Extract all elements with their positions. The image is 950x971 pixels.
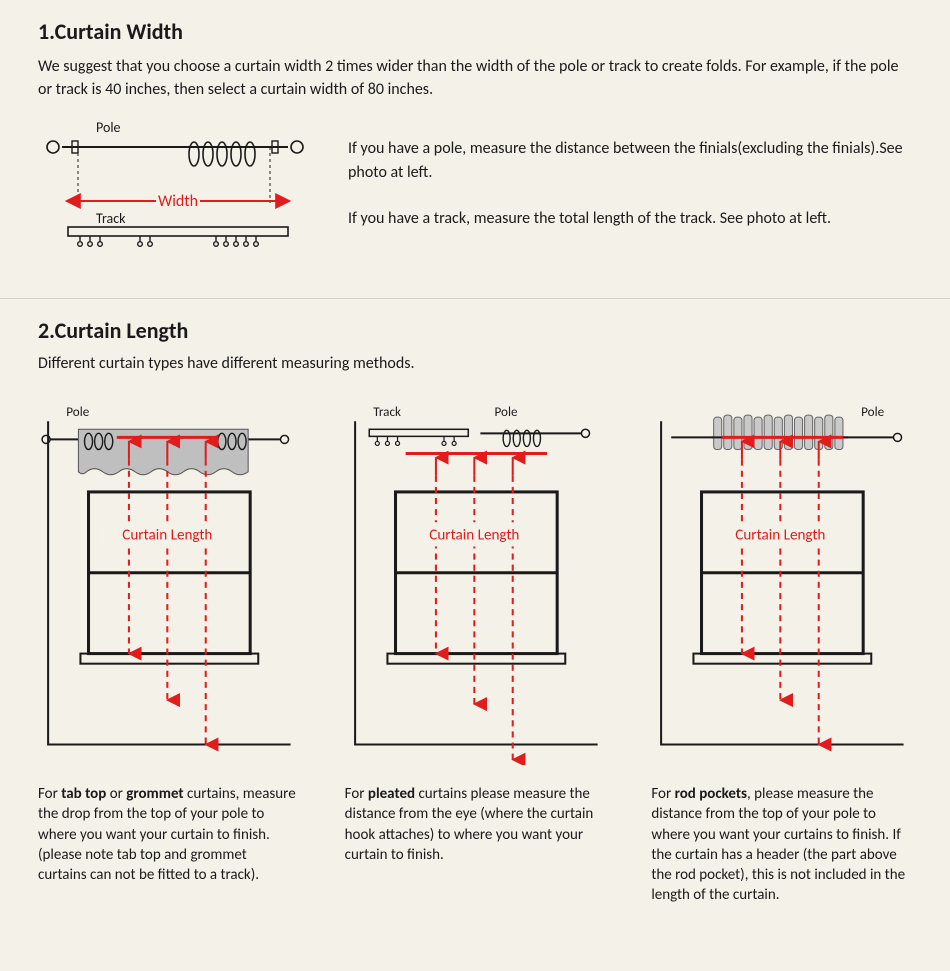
width-para-1: If you have a pole, measure the distance… — [348, 137, 912, 185]
pole-label-c1: Pole — [66, 404, 89, 421]
length-col-2: Track Pole — [345, 401, 606, 905]
length-svg-3: Pole — [651, 401, 912, 765]
pole-label-c3: Pole — [861, 404, 884, 421]
heading-width: 1.Curtain Width — [38, 18, 912, 45]
length-row: Pole — [38, 401, 912, 905]
caption-1: For tab top or grommet curtains, measure… — [38, 784, 299, 885]
caption-3: For rod pockets, please measure the dist… — [651, 784, 912, 906]
section-curtain-length: 2.Curtain Length Different curtain types… — [0, 299, 950, 929]
width-diagram: Pole — [38, 119, 308, 274]
width-row: Pole — [38, 119, 912, 274]
length-svg-1: Pole — [38, 401, 299, 765]
track-label-c2: Track — [373, 404, 401, 421]
length-col-3: Pole — [651, 401, 912, 905]
track-label: Track — [96, 210, 126, 227]
pole-track-svg: Pole — [38, 119, 308, 269]
section-curtain-width: 1.Curtain Width We suggest that you choo… — [0, 0, 950, 299]
caption-2: For pleated curtains please measure the … — [345, 784, 606, 865]
curtain-length-label-2: Curtain Length — [429, 527, 519, 545]
curtain-length-label-3: Curtain Length — [736, 527, 826, 545]
intro-length: Different curtain types have different m… — [38, 354, 912, 373]
width-label: Width — [158, 192, 198, 211]
pole-label: Pole — [96, 119, 121, 136]
heading-length: 2.Curtain Length — [38, 317, 912, 344]
intro-width: We suggest that you choose a curtain wid… — [38, 55, 912, 101]
width-para-2: If you have a track, measure the total l… — [348, 207, 912, 231]
length-col-1: Pole — [38, 401, 299, 905]
curtain-length-label-1: Curtain Length — [122, 527, 212, 545]
width-text-block: If you have a pole, measure the distance… — [348, 119, 912, 253]
length-svg-2: Track Pole — [345, 401, 606, 765]
pole-label-c2: Pole — [494, 404, 517, 421]
